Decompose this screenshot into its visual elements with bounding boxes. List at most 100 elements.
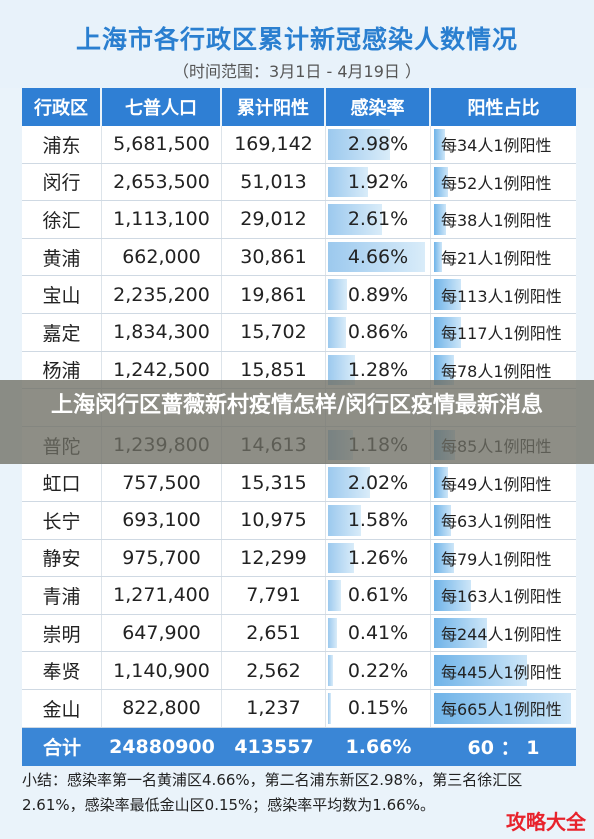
article-title-banner: 上海闵行区蔷薇新村疫情怎样/闵行区疫情最新消息 <box>0 380 594 464</box>
rate-bar <box>328 204 383 235</box>
rate-value: 0.41% <box>347 622 409 645</box>
rate-value: 1.92% <box>347 170 409 193</box>
ratio-cell: 每117人1例阳性 <box>431 314 576 351</box>
summary-text: 小结：感染率第一名黄浦区4.66%，第二名浦东新区2.98%，第三名徐汇区2.6… <box>22 771 523 814</box>
district-cell: 静安 <box>22 539 102 577</box>
population-cell: 5,681,500 <box>102 126 222 163</box>
rate-cell: 2.02% <box>326 464 431 501</box>
table-row: 宝山 2,235,200 19,861 0.89% 每113人1例阳性 <box>22 276 576 314</box>
ratio-bar <box>434 542 454 574</box>
rate-bar <box>328 617 337 649</box>
ratio-bar <box>434 166 449 198</box>
district-cell: 长宁 <box>22 501 102 539</box>
rate-cell: 0.61% <box>326 577 431 614</box>
population-cell: 822,800 <box>102 689 222 727</box>
column-header-rate: 感染率 <box>326 88 431 126</box>
ratio-bar <box>434 129 445 160</box>
ratio-bar <box>434 617 487 649</box>
watermark-logo: 攻略大全 <box>506 810 586 834</box>
rate-cell: 2.61% <box>326 201 431 238</box>
page-title: 上海市各行政区累计新冠感染人数情况 <box>75 25 518 54</box>
table-row: 徐汇 1,113,100 29,012 2.61% 每38人1例阳性 <box>22 201 576 239</box>
ratio-bar <box>434 580 471 611</box>
table-row: 浦东 5,681,500 169,142 2.98% 每34人1例阳性 <box>22 126 576 164</box>
population-cell: 975,700 <box>102 539 222 577</box>
ratio-cell: 每445人1例阳性 <box>431 652 576 689</box>
district-cell: 闵行 <box>22 163 102 201</box>
ratio-cell: 每52人1例阳性 <box>431 164 576 201</box>
column-header-positive: 累计阳性 <box>222 88 326 126</box>
rate-bar <box>328 580 341 611</box>
rate-value: 1.58% <box>347 509 409 532</box>
rate-bar <box>328 166 368 198</box>
population-cell: 1,271,400 <box>102 577 222 614</box>
rate-cell: 0.41% <box>326 614 431 652</box>
ratio-value: 每117人1例阳性 <box>441 324 562 344</box>
rate-cell: 4.66% <box>326 238 431 276</box>
ratio-bar <box>434 279 461 310</box>
population-cell: 693,100 <box>102 501 222 539</box>
population-cell: 757,500 <box>102 464 222 501</box>
population-cell: 647,900 <box>102 614 222 652</box>
rate-bar <box>328 504 361 536</box>
district-cell: 黄浦 <box>22 238 102 276</box>
district-cell: 青浦 <box>22 577 102 614</box>
positive-cell: 29,012 <box>222 201 326 238</box>
table-row: 虹口 757,500 15,315 2.02% 每49人1例阳性 <box>22 464 576 502</box>
rate-value: 0.15% <box>347 697 409 720</box>
positive-cell: 169,142 <box>222 126 326 163</box>
district-cell: 虹口 <box>22 464 102 501</box>
ratio-bar <box>434 655 527 686</box>
rate-value: 2.02% <box>347 471 409 494</box>
positive-cell: 15,315 <box>222 464 326 501</box>
ratio-bar <box>434 504 451 536</box>
ratio-cell: 每63人1例阳性 <box>431 502 576 539</box>
table-row: 崇明 647,900 2,651 0.41% 每244人1例阳性 <box>22 614 576 653</box>
total-label: 合计 <box>42 737 81 759</box>
total-row: 合计 24880900 413557 1.66% 60 ： 1 <box>22 727 576 766</box>
district-cell: 崇明 <box>22 614 102 652</box>
ratio-value: 每52人1例阳性 <box>441 173 552 193</box>
district-cell: 浦东 <box>22 126 102 163</box>
table-row: 青浦 1,271,400 7,791 0.61% 每163人1例阳性 <box>22 577 576 615</box>
positive-cell: 12,299 <box>222 539 326 577</box>
column-header-population: 七普人口 <box>102 88 222 126</box>
rate-cell: 1.92% <box>326 163 431 201</box>
positive-cell: 2,562 <box>222 652 326 689</box>
ratio-cell: 每665人1例阳性 <box>431 690 576 727</box>
district-cell: 金山 <box>22 689 102 727</box>
ratio-cell: 每78人1例阳性 <box>431 352 576 389</box>
rate-value: 1.28% <box>347 358 409 381</box>
rate-cell: 0.15% <box>326 689 431 727</box>
positive-cell: 19,861 <box>222 276 326 313</box>
ratio-cell: 每21人1例阳性 <box>431 239 576 276</box>
ratio-value: 每63人1例阳性 <box>441 512 552 532</box>
ratio-value: 每49人1例阳性 <box>441 474 552 494</box>
rate-cell: 1.58% <box>326 501 431 539</box>
ratio-cell: 每49人1例阳性 <box>431 464 576 501</box>
rate-bar <box>328 129 391 160</box>
ratio-bar <box>434 204 446 235</box>
rate-value: 0.61% <box>347 584 409 607</box>
rate-value: 2.61% <box>347 208 409 231</box>
ratio-cell: 每38人1例阳性 <box>431 201 576 238</box>
population-cell: 662,000 <box>102 238 222 276</box>
column-header-district: 行政区 <box>22 88 102 126</box>
rate-bar <box>328 241 425 273</box>
district-cell: 嘉定 <box>22 313 102 351</box>
rate-cell: 2.98% <box>326 126 431 163</box>
population-cell: 1,113,100 <box>102 201 222 238</box>
positive-cell: 2,651 <box>222 614 326 652</box>
table-row: 长宁 693,100 10,975 1.58% 每63人1例阳性 <box>22 501 576 540</box>
date-range-subtitle: （时间范围：3月1日 - 4月19日 ） <box>173 62 421 81</box>
ratio-cell: 每79人1例阳性 <box>431 540 576 577</box>
population-cell: 1,242,500 <box>102 351 222 389</box>
ratio-value: 每78人1例阳性 <box>441 361 552 381</box>
positive-cell: 1,237 <box>222 689 326 727</box>
table-row: 奉贤 1,140,900 2,562 0.22% 每445人1例阳性 <box>22 652 576 690</box>
ratio-cell: 每34人1例阳性 <box>431 126 576 163</box>
ratio-cell: 每113人1例阳性 <box>431 276 576 313</box>
positive-cell: 51,013 <box>222 163 326 201</box>
table-row: 嘉定 1,834,300 15,702 0.86% 每117人1例阳性 <box>22 313 576 352</box>
population-cell: 1,140,900 <box>102 652 222 689</box>
